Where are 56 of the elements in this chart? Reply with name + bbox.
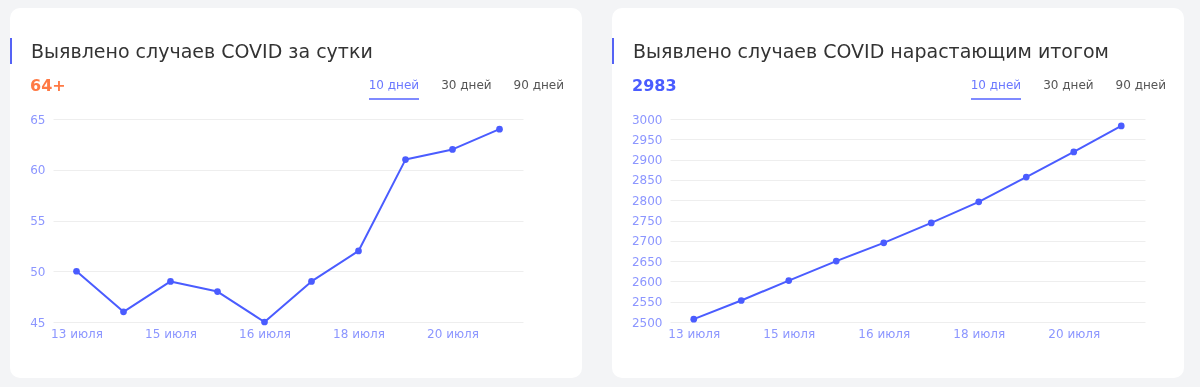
text: 90 дней [513, 78, 564, 94]
y-tick-label: 2750 [631, 214, 663, 228]
point [355, 247, 362, 255]
y-tick-label: 60 [30, 163, 46, 178]
x-tick-label: 15 июля [763, 326, 816, 341]
y-tick-label: 2600 [631, 274, 663, 289]
point [73, 267, 80, 275]
point [261, 318, 268, 326]
point [927, 219, 935, 227]
x-tick-label: 20 июля [427, 326, 479, 341]
x-tick-label: 16 июля [858, 326, 911, 341]
y-tick-label: 45 [30, 315, 46, 330]
y-tick-label: 2700 [631, 234, 663, 249]
point [880, 239, 888, 247]
y-tick-label: 55 [30, 214, 46, 228]
point [1022, 173, 1030, 181]
y-tick-label: 2850 [631, 173, 663, 188]
x-tick-label: 13 июля [51, 326, 103, 341]
point [167, 278, 174, 285]
chart-subtitle: 2983 [632, 76, 677, 95]
x-tick-label: 18 июля [333, 326, 385, 341]
y-tick-label: 2550 [631, 295, 663, 310]
y-tick-label: 65 [30, 112, 46, 127]
point [449, 146, 456, 153]
x-tick-label: 20 июля [1048, 326, 1101, 341]
y-tick-label: 50 [30, 264, 46, 279]
text: 90 дней [1115, 78, 1166, 94]
chart-title: Выявлено случаев COVID за сутки [10, 38, 373, 64]
point [120, 308, 127, 316]
text: 10 дней [368, 78, 420, 100]
text: 30 дней [441, 78, 492, 94]
point [1070, 148, 1078, 156]
y-tick-label: 2950 [631, 132, 663, 147]
point [1117, 122, 1125, 130]
chart-title: Выявлено случаев COVID нарастающим итогом [612, 38, 1109, 64]
text: 10 дней [970, 78, 1022, 100]
y-tick-label: 2900 [631, 153, 663, 168]
point [402, 156, 409, 163]
text: 30 дней [1043, 78, 1094, 94]
y-tick-label: 2500 [631, 315, 663, 330]
y-tick-label: 2650 [631, 254, 663, 269]
y-tick-label: 2800 [631, 193, 663, 208]
point [214, 288, 221, 295]
y-tick-label: 3000 [631, 112, 663, 127]
point [496, 125, 503, 133]
chart-subtitle: 64+ [30, 76, 66, 95]
point [737, 297, 745, 304]
point [690, 315, 698, 323]
point [785, 277, 793, 284]
point [975, 198, 983, 206]
x-tick-label: 13 июля [668, 326, 721, 341]
x-tick-label: 15 июля [145, 326, 197, 341]
x-tick-label: 18 июля [953, 326, 1006, 341]
point [308, 278, 315, 285]
point [832, 257, 840, 265]
x-tick-label: 16 июля [239, 326, 291, 341]
